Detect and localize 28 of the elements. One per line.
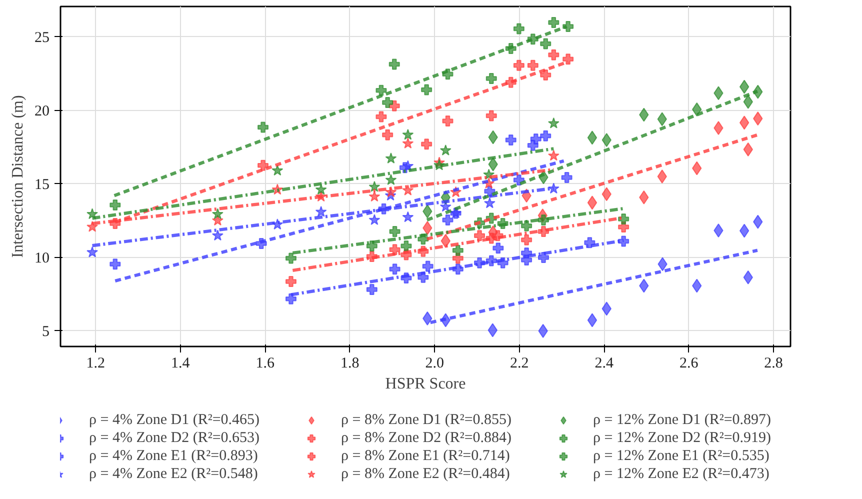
x-tick-label: 1.2 [86, 356, 106, 372]
legend-label: ρ = 8% Zone E1 (R²=0.714) [341, 447, 511, 465]
y-tick-label: 25 [34, 30, 50, 46]
x-tick-label: 2.6 [679, 356, 699, 372]
legend-label: ρ = 4% Zone D1 (R²=0.465) [89, 411, 261, 429]
x-tick-label: 2.2 [510, 356, 529, 372]
legend-label: ρ = 8% Zone D2 (R²=0.884) [341, 429, 513, 447]
y-axis-title: Intersection Distance (m) [10, 95, 26, 258]
legend-label: ρ = 12% Zone D1 (R²=0.897) [593, 411, 772, 429]
x-tick-label: 2.0 [425, 356, 444, 372]
y-tick-label: 15 [34, 176, 50, 193]
y-tick-label: 5 [42, 324, 50, 340]
legend-label: ρ = 12% Zone E1 (R²=0.535) [593, 447, 770, 465]
legend-label: ρ = 4% Zone E1 (R²=0.893) [89, 447, 259, 465]
y-tick-label: 20 [34, 103, 50, 120]
x-tick-label: 2.8 [764, 356, 783, 372]
x-axis-title: HSPR Score [385, 376, 466, 392]
x-tick-label: 1.6 [256, 356, 276, 372]
x-tick-label: 2.4 [594, 356, 614, 372]
legend-label: ρ = 8% Zone E2 (R²=0.484) [341, 465, 511, 483]
legend-label: ρ = 12% Zone D2 (R²=0.919) [593, 429, 772, 447]
x-tick-label: 1.8 [340, 356, 360, 372]
legend-label: ρ = 12% Zone E2 (R²=0.473) [593, 465, 770, 483]
legend-label: ρ = 8% Zone D1 (R²=0.855) [341, 411, 513, 429]
legend-label: ρ = 4% Zone E2 (R²=0.548) [89, 465, 259, 483]
legend-label: ρ = 4% Zone D2 (R²=0.653) [89, 429, 261, 447]
y-tick-label: 10 [34, 250, 50, 266]
x-tick-label: 1.4 [171, 356, 190, 372]
